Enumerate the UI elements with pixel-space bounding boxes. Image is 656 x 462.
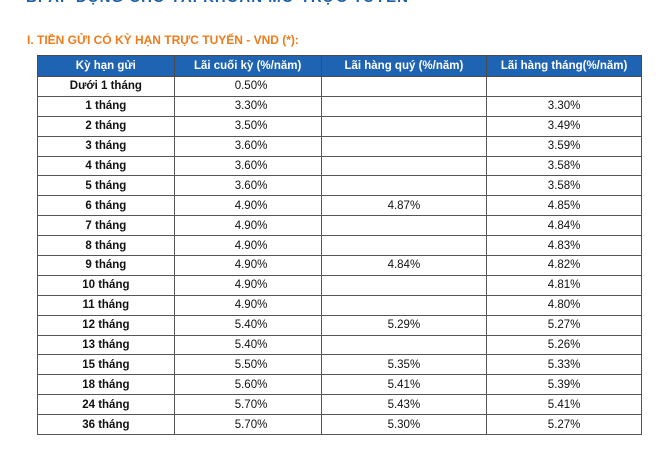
table-row: 3 tháng 3.60% 3.59%	[37, 135, 642, 157]
cell-quarterly-rate	[320, 215, 488, 237]
cell-end-of-term-rate: 4.90%	[173, 235, 322, 257]
cell-monthly-rate: 4.84%	[486, 215, 642, 237]
cell-monthly-rate: 4.85%	[486, 195, 642, 217]
cell-quarterly-rate: 4.87%	[320, 195, 488, 217]
cell-term: 4 tháng	[37, 155, 175, 177]
cell-term: 5 tháng	[37, 175, 175, 197]
cell-monthly-rate: 4.83%	[486, 235, 642, 257]
header-end-of-term-rate: Lãi cuối kỳ (%/năm)	[173, 55, 322, 77]
table-row: 13 tháng 5.40% 5.26%	[37, 334, 642, 356]
table-row: 12 tháng 5.40% 5.29% 5.27%	[37, 314, 642, 336]
cell-term: 36 tháng	[37, 414, 175, 436]
cell-end-of-term-rate: 3.50%	[173, 115, 322, 137]
cell-end-of-term-rate: 3.60%	[173, 175, 322, 197]
table-row: 5 tháng 3.60% 3.58%	[37, 175, 642, 197]
cell-term: 12 tháng	[37, 314, 175, 336]
cell-term: 9 tháng	[37, 255, 175, 276]
cell-quarterly-rate	[320, 274, 488, 296]
cell-end-of-term-rate: 4.90%	[173, 294, 322, 316]
cell-quarterly-rate	[320, 155, 488, 177]
table-row: 6 tháng 4.90% 4.87% 4.85%	[37, 195, 642, 217]
cell-end-of-term-rate: 4.90%	[173, 215, 322, 237]
cell-end-of-term-rate: 3.60%	[173, 135, 322, 157]
cell-monthly-rate: 5.41%	[486, 394, 642, 416]
table-row: 9 tháng 4.90% 4.84% 4.82%	[37, 255, 642, 276]
cell-quarterly-rate: 5.30%	[320, 414, 488, 436]
cell-monthly-rate: 3.59%	[486, 135, 642, 157]
cell-end-of-term-rate: 4.90%	[173, 195, 322, 217]
cell-term: Dưới 1 tháng	[37, 76, 175, 97]
cell-monthly-rate: 5.26%	[486, 334, 642, 356]
table-row: Dưới 1 tháng 0.50%	[37, 76, 642, 97]
cell-term: 24 tháng	[37, 394, 175, 416]
cell-quarterly-rate	[320, 334, 488, 356]
cell-quarterly-rate: 5.43%	[320, 394, 488, 416]
table-row: 11 tháng 4.90% 4.80%	[37, 294, 642, 316]
table-row: 10 tháng 4.90% 4.81%	[37, 274, 642, 296]
cell-monthly-rate: 5.27%	[486, 314, 642, 336]
cell-end-of-term-rate: 0.50%	[173, 76, 322, 97]
cell-quarterly-rate	[320, 76, 488, 97]
cell-term: 11 tháng	[37, 294, 175, 316]
cell-term: 15 tháng	[37, 354, 175, 376]
cell-quarterly-rate	[320, 235, 488, 257]
section-heading-cut: B. ÁP DỤNG CHO TÀI KHOẢN MỞ TRỰC TUYẾN	[26, 0, 409, 9]
cell-quarterly-rate	[320, 294, 488, 316]
cell-monthly-rate: 4.82%	[486, 255, 642, 276]
header-term: Kỳ hạn gửi	[37, 55, 175, 77]
cell-term: 7 tháng	[37, 215, 175, 237]
cell-monthly-rate: 5.27%	[486, 414, 642, 436]
cell-monthly-rate	[486, 76, 642, 97]
header-monthly-rate: Lãi hàng tháng(%/năm)	[486, 55, 642, 77]
cell-end-of-term-rate: 5.40%	[173, 334, 322, 356]
table-body: Dưới 1 tháng 0.50% 1 tháng 3.30% 3.30% 2 thán…	[37, 76, 642, 436]
cell-monthly-rate: 3.30%	[486, 95, 642, 117]
section-title: I. TIỀN GỬI CÓ KỲ HẠN TRỰC TUYẾN - VND (…	[27, 33, 299, 47]
cell-quarterly-rate: 5.35%	[320, 354, 488, 376]
cell-end-of-term-rate: 5.40%	[173, 314, 322, 336]
cell-term: 3 tháng	[37, 135, 175, 157]
cell-term: 10 tháng	[37, 274, 175, 296]
cell-quarterly-rate: 5.29%	[320, 314, 488, 336]
cell-end-of-term-rate: 5.60%	[173, 374, 322, 396]
table-header-row: Kỳ hạn gửi Lãi cuối kỳ (%/năm) Lãi hàng …	[37, 55, 642, 77]
cell-term: 18 tháng	[37, 374, 175, 396]
cell-quarterly-rate: 5.41%	[320, 374, 488, 396]
cell-monthly-rate: 5.33%	[486, 354, 642, 376]
cell-monthly-rate: 3.58%	[486, 155, 642, 177]
cell-end-of-term-rate: 5.70%	[173, 394, 322, 416]
table-row: 7 tháng 4.90% 4.84%	[37, 215, 642, 237]
cell-term: 6 tháng	[37, 195, 175, 217]
cell-monthly-rate: 3.49%	[486, 115, 642, 137]
table-row: 15 tháng 5.50% 5.35% 5.33%	[37, 354, 642, 376]
cell-monthly-rate: 4.80%	[486, 294, 642, 316]
cell-end-of-term-rate: 4.90%	[173, 255, 322, 276]
cell-term: 13 tháng	[37, 334, 175, 356]
interest-rate-table: Kỳ hạn gửi Lãi cuối kỳ (%/năm) Lãi hàng …	[37, 55, 642, 436]
table-row: 1 tháng 3.30% 3.30%	[37, 95, 642, 117]
cell-quarterly-rate	[320, 175, 488, 197]
cell-quarterly-rate: 4.84%	[320, 255, 488, 276]
cell-quarterly-rate	[320, 115, 488, 137]
cell-end-of-term-rate: 3.30%	[173, 95, 322, 117]
cell-end-of-term-rate: 5.70%	[173, 414, 322, 436]
table-row: 18 tháng 5.60% 5.41% 5.39%	[37, 374, 642, 396]
cell-quarterly-rate	[320, 135, 488, 157]
cell-monthly-rate: 5.39%	[486, 374, 642, 396]
table-row: 4 tháng 3.60% 3.58%	[37, 155, 642, 177]
table-row: 36 tháng 5.70% 5.30% 5.27%	[37, 414, 642, 436]
cell-monthly-rate: 4.81%	[486, 274, 642, 296]
cell-monthly-rate: 3.58%	[486, 175, 642, 197]
table-row: 24 tháng 5.70% 5.43% 5.41%	[37, 394, 642, 416]
cell-term: 8 tháng	[37, 235, 175, 257]
cell-term: 2 tháng	[37, 115, 175, 137]
cell-quarterly-rate	[320, 95, 488, 117]
cell-end-of-term-rate: 5.50%	[173, 354, 322, 376]
cell-end-of-term-rate: 3.60%	[173, 155, 322, 177]
cell-end-of-term-rate: 4.90%	[173, 274, 322, 296]
header-quarterly-rate: Lãi hàng quý (%/năm)	[320, 55, 488, 77]
cell-term: 1 tháng	[37, 95, 175, 117]
table-row: 8 tháng 4.90% 4.83%	[37, 235, 642, 257]
table-row: 2 tháng 3.50% 3.49%	[37, 115, 642, 137]
